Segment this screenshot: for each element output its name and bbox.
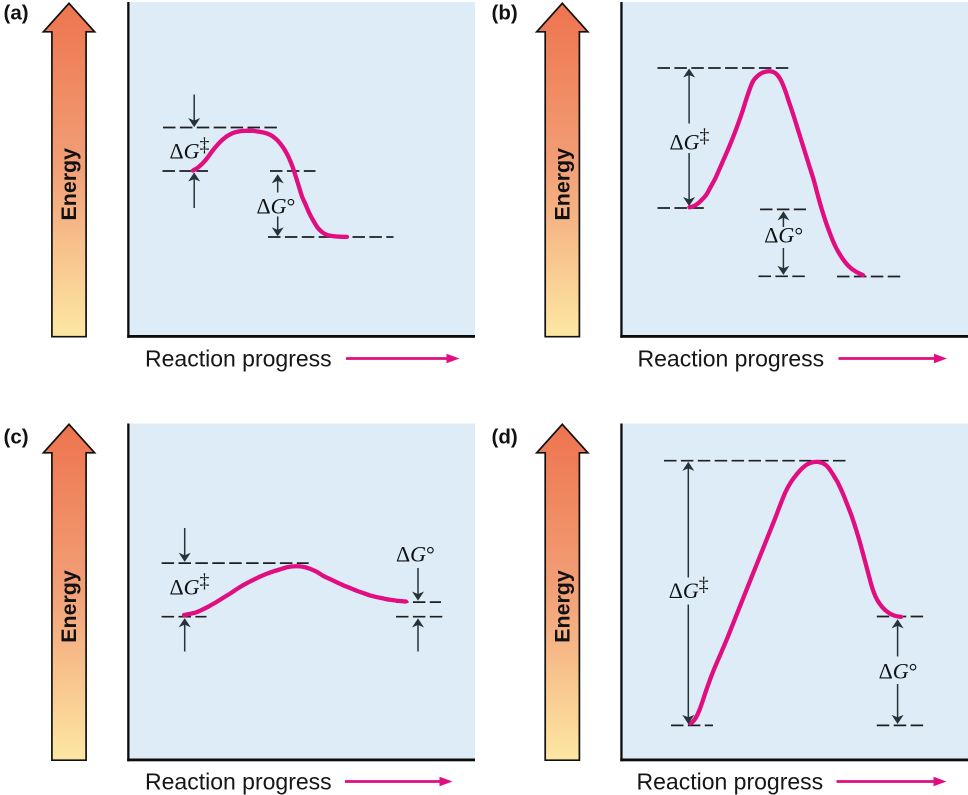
svg-text:ΔG°: ΔG°	[396, 541, 435, 566]
svg-text:(a): (a)	[4, 2, 29, 25]
svg-text:Energy: Energy	[57, 148, 81, 221]
svg-text:(d): (d)	[492, 426, 518, 449]
svg-text:ΔG°: ΔG°	[764, 223, 803, 248]
svg-text:Reaction progress: Reaction progress	[145, 346, 332, 372]
svg-text:ΔG°: ΔG°	[257, 193, 296, 218]
svg-text:(c): (c)	[4, 426, 29, 449]
svg-text:ΔG°: ΔG°	[879, 659, 918, 684]
svg-text:(b): (b)	[492, 2, 518, 25]
svg-text:Reaction progress: Reaction progress	[145, 769, 332, 795]
svg-text:Energy: Energy	[550, 570, 574, 643]
svg-text:Energy: Energy	[550, 148, 574, 221]
svg-text:Reaction progress: Reaction progress	[638, 346, 825, 372]
svg-text:Reaction progress: Reaction progress	[637, 769, 824, 795]
svg-text:Energy: Energy	[57, 570, 81, 643]
